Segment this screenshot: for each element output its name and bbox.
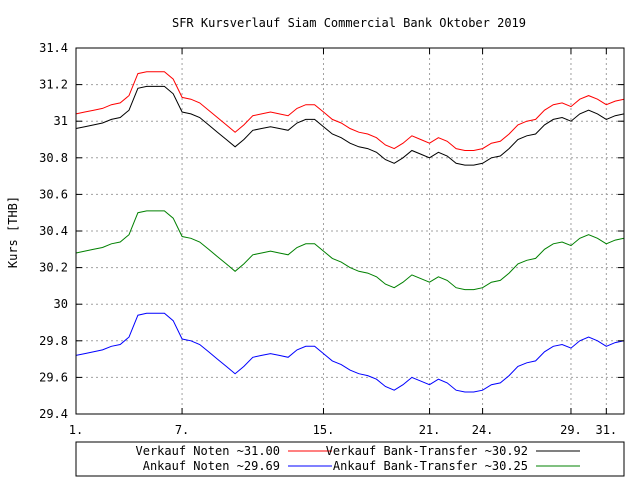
plot-frame [75, 47, 625, 415]
line-verkauf-noten [75, 71, 625, 151]
y-tick-label: 29.8 [39, 334, 68, 348]
legend-ankauf-transfer-label: Ankauf Bank-Transfer ~30.25 [333, 459, 528, 473]
y-tick-label: 31.2 [39, 78, 68, 92]
x-tick-label: 7. [175, 423, 189, 437]
x-tick-label: 31. [595, 423, 617, 437]
y-tick-label: 31 [54, 114, 68, 128]
y-tick-label: 30.8 [39, 151, 68, 165]
y-axis-label: Kurs [THB] [6, 196, 20, 268]
grid [76, 48, 624, 414]
legend-verkauf-noten-label: Verkauf Noten ~31.00 [136, 444, 281, 458]
chart-title: SFR Kursverlauf Siam Commercial Bank Okt… [172, 16, 526, 30]
y-tick-label: 30.6 [39, 187, 68, 201]
y-tick-label: 30.2 [39, 261, 68, 275]
y-tick-label: 29.6 [39, 370, 68, 384]
line-ankauf-transfer [75, 210, 625, 291]
x-tick-label: 1. [69, 423, 83, 437]
x-tick-label: 21. [419, 423, 441, 437]
line-verkauf-transfer [75, 85, 625, 166]
legend-ankauf-noten-label: Ankauf Noten ~29.69 [143, 459, 280, 473]
axes: 29.4 29.6 29.8 30 30.2 30.4 30.6 30.8 31 31.2 31.4… [39, 41, 625, 437]
legend-verkauf-transfer-label: Verkauf Bank-Transfer ~30.92 [326, 444, 528, 458]
x-tick-label: 24. [472, 423, 494, 437]
legend-box [75, 441, 625, 477]
line-ankauf-noten [75, 312, 625, 393]
y-tick-label: 30 [54, 297, 68, 311]
series-lines [75, 71, 625, 393]
y-tick-label: 31.4 [39, 41, 68, 55]
y-tick-label: 29.4 [39, 407, 68, 421]
x-tick-label: 29. [560, 423, 582, 437]
y-tick-label: 30.4 [39, 224, 68, 238]
x-tick-label: 15. [313, 423, 335, 437]
